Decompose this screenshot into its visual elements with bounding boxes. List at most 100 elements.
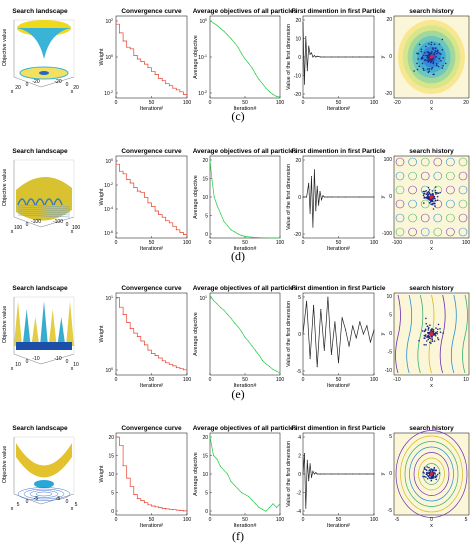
- convergence-panel-ytick-label: 10: [108, 472, 114, 478]
- history-panel-particle-point: [428, 189, 431, 191]
- convergence-panel-ylabel: Weight: [99, 325, 105, 342]
- history-panel-contour-wave: [450, 294, 457, 374]
- history-panel-title: search history: [409, 8, 454, 15]
- history-panel-particle-point: [431, 340, 434, 343]
- landscape-panel-contour-line: [17, 212, 71, 216]
- convergence-panel-data-point: [129, 182, 131, 184]
- convergence-panel-data-point: [136, 190, 138, 192]
- convergence-panel-data-point: [126, 178, 128, 180]
- average-panel-xlabel: Iteration#: [234, 246, 258, 252]
- first-dim-panel-series-line: [303, 169, 374, 228]
- average-panel-xtick-label: 50: [242, 377, 248, 383]
- average-panel-xtick-label: 100: [276, 517, 285, 523]
- average-panel-data-point: [216, 24, 218, 26]
- subfigure-label: (e): [231, 387, 244, 401]
- first-dim-panel-xlabel: Iteration#: [327, 523, 351, 529]
- history-panel-particle-point: [424, 190, 426, 193]
- convergence-panel-ytick-label: 102: [105, 18, 113, 25]
- first-dim-panel-xtick-label: 100: [370, 100, 379, 106]
- history-panel-particle-point: [426, 477, 429, 480]
- convergence-panel-data-point: [147, 67, 149, 69]
- landscape-panel-xtick-label: 10: [73, 362, 79, 368]
- history-panel-ytick-label: -10: [385, 368, 392, 374]
- first-dim-panel-data-point: [320, 473, 322, 475]
- history-panel-particle-point: [436, 473, 439, 476]
- average-panel-xtick-label: 50: [242, 240, 248, 246]
- history-panel-particle-point: [439, 328, 441, 330]
- average-panel-data-point: [216, 303, 218, 305]
- average-panel-data-point: [237, 233, 239, 235]
- history-panel-particle-point: [435, 478, 438, 481]
- average-panel-data-point: [269, 507, 270, 508]
- history-panel-particle-point: [426, 325, 429, 328]
- history-panel-contour-ellipse: [413, 452, 450, 496]
- average-panel-data-point: [237, 46, 239, 48]
- history-panel-particle-point: [423, 69, 425, 71]
- convergence-panel-data-point: [175, 229, 177, 231]
- convergence-panel-data-point: [115, 436, 117, 438]
- convergence-panel-data-point: [172, 365, 174, 367]
- first-dim-panel-data-point: [345, 196, 347, 198]
- average-panel-data-point: [248, 62, 249, 64]
- average-panel-ylabel: Average objective: [193, 35, 199, 79]
- history-panel-contour-cell: [433, 157, 443, 167]
- average-panel-data-point: [237, 326, 239, 328]
- first-dim-panel-data-point: [308, 480, 310, 482]
- history-panel-particle-point: [430, 68, 433, 70]
- first-dim-panel-xtick-label: 0: [302, 377, 305, 383]
- history-panel-particle-point: [416, 62, 418, 65]
- convergence-panel-data-point: [179, 231, 181, 233]
- landscape-panel-xtick-label: 20: [73, 85, 79, 91]
- landscape-panel-surface-spike: [22, 309, 31, 346]
- first-dim-panel-data-point: [359, 321, 361, 323]
- first-dim-panel-data-point: [323, 349, 325, 351]
- history-panel-ytick-label: -5: [388, 350, 393, 356]
- history-panel-particle-point: [433, 73, 435, 76]
- average-panel-data-point: [276, 95, 277, 97]
- landscape-panel-contour-line: [17, 206, 71, 210]
- landscape-panel-zlabel: Objective value: [2, 446, 8, 484]
- landscape-panel-surface-ripple: [44, 198, 54, 206]
- convergence-panel-data-point: [126, 477, 128, 479]
- first-dim-panel-data-point: [345, 473, 347, 475]
- average-panel-xtick-label: 0: [209, 517, 212, 523]
- average-panel-data-point: [255, 73, 256, 75]
- history-panel-particle-point: [437, 338, 440, 341]
- history-panel-particle-point: [423, 59, 426, 61]
- first-dim-panel-data-point: [311, 52, 312, 54]
- first-dim-panel-xlabel: Iteration#: [327, 106, 351, 112]
- average-panel-data-point: [230, 229, 232, 231]
- history-panel-particle-point: [416, 52, 418, 55]
- landscape-panel-xtick-label: -20: [54, 79, 61, 85]
- average-panel-data-point: [223, 221, 225, 223]
- history-panel-particle-point: [441, 38, 444, 41]
- average-panel-data-point: [241, 52, 242, 54]
- landscape-panel-xtick-label: 0: [66, 82, 69, 88]
- history-panel-particle-point: [438, 472, 441, 474]
- history-panel-title: search history: [409, 148, 454, 155]
- convergence-panel-data-point: [179, 510, 181, 511]
- convergence-panel-ytick-label-exponent: 2: [111, 18, 113, 22]
- average-panel-data-point: [230, 38, 232, 39]
- history-panel-particle-point: [426, 195, 429, 197]
- history-panel-particle-point: [428, 327, 430, 329]
- first-dim-panel-data-point: [316, 55, 318, 57]
- history-panel-particle-point: [442, 65, 444, 67]
- first-dim-panel-data-point: [373, 56, 375, 58]
- landscape-panel-ytick-label: -10: [32, 356, 39, 362]
- history-panel-title: search history: [409, 425, 454, 432]
- first-dim-panel-data-point: [315, 472, 317, 474]
- landscape-panel-ytick-label: -20: [32, 79, 39, 85]
- average-panel-ytick-label: 5: [205, 214, 208, 220]
- average-panel-data-point: [209, 436, 211, 438]
- first-dim-panel-data-point: [334, 321, 336, 323]
- first-dim-panel-data-point: [366, 56, 368, 58]
- history-panel-xtick-label: -100: [392, 240, 402, 246]
- history-panel-contour-cell: [433, 171, 443, 181]
- history-panel-particle-point: [417, 58, 419, 60]
- landscape-panel-title: Search landscape: [12, 425, 68, 432]
- first-dim-panel-data-point: [338, 196, 339, 198]
